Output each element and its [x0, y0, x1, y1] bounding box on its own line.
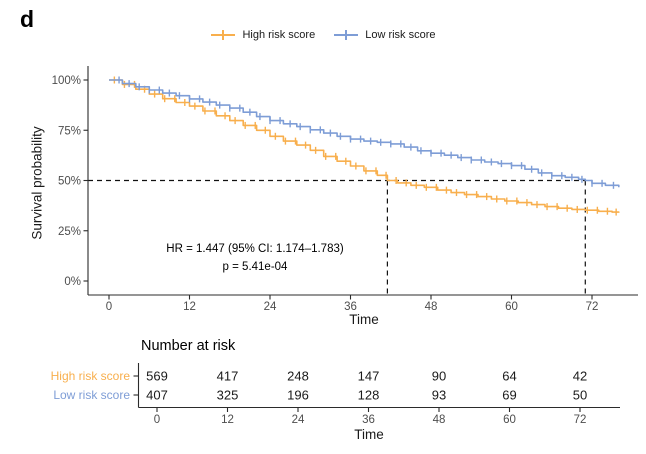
x-tick-label: 0 — [106, 301, 112, 313]
panel-label: d — [20, 6, 35, 32]
legend-label-low-risk: Low risk score — [365, 29, 436, 41]
risk-table: 0 12 24 36 48 60 72 569 417 248 147 90 64 42 407 325 196… — [133, 363, 620, 426]
x-tick-label: 60 — [505, 301, 518, 313]
y-tick-label: 50% — [58, 176, 81, 188]
x-tick-label: 24 — [264, 301, 277, 313]
y-tick-label: 25% — [58, 226, 81, 238]
risk-x-tick-label: 36 — [362, 414, 375, 426]
risk-count: 93 — [432, 388, 446, 403]
high-risk-curve — [109, 76, 620, 216]
legend-label-high-risk: High risk score — [242, 29, 316, 41]
risk-table-title: Number at risk — [141, 338, 236, 354]
risk-count: 407 — [146, 388, 168, 403]
hr-annotation: HR = 1.447 (95% CI: 1.174–1.783) p = 5.4… — [110, 240, 400, 276]
risk-x-tick-label: 60 — [503, 414, 516, 426]
risk-count: 128 — [358, 388, 380, 403]
x-tick-label: 72 — [586, 301, 599, 313]
y-tick-label: 75% — [58, 125, 81, 137]
risk-count: 42 — [573, 369, 587, 384]
risk-count: 69 — [502, 388, 516, 403]
y-tick-label: 100% — [52, 75, 81, 87]
risk-x-tick-label: 24 — [292, 414, 305, 426]
high-risk-marker-icon — [211, 30, 236, 40]
legend: High risk score Low risk score — [0, 29, 646, 41]
risk-count: 196 — [287, 388, 309, 403]
pvalue-text: p = 5.41e-04 — [222, 261, 288, 273]
median-dashed-lines — [88, 179, 586, 295]
risk-count: 147 — [358, 369, 380, 384]
risk-count: 64 — [502, 369, 516, 384]
risk-count: 325 — [217, 388, 239, 403]
low-risk-marker-icon — [334, 30, 359, 40]
risk-x-axis-title: Time — [354, 427, 384, 442]
y-tick-label: 0% — [64, 276, 81, 288]
hr-text: HR = 1.447 (95% CI: 1.174–1.783) — [166, 243, 344, 255]
risk-count: 417 — [217, 369, 239, 384]
risk-x-tick-label: 72 — [574, 414, 587, 426]
risk-count: 569 — [146, 369, 168, 384]
risk-count: 50 — [573, 388, 587, 403]
low-risk-curve — [109, 76, 620, 189]
risk-x-tick-label: 0 — [154, 414, 160, 426]
risk-count: 248 — [287, 369, 309, 384]
x-axis-title: Time — [349, 312, 379, 327]
main-axes: 100% 75% 50% 25% 0% 0 12 24 36 48 60 72 — [52, 66, 638, 313]
legend-item-low-risk: Low risk score — [333, 29, 436, 41]
x-tick-label: 36 — [344, 301, 357, 313]
risk-x-tick-label: 48 — [433, 414, 446, 426]
risk-x-tick-label: 12 — [221, 414, 234, 426]
x-tick-label: 12 — [183, 301, 196, 313]
x-tick-label: 48 — [425, 301, 438, 313]
legend-item-high-risk: High risk score — [210, 29, 315, 41]
risk-row-label-high: High risk score — [50, 369, 130, 383]
risk-count: 90 — [432, 369, 446, 384]
risk-row-label-low: Low risk score — [53, 388, 130, 402]
